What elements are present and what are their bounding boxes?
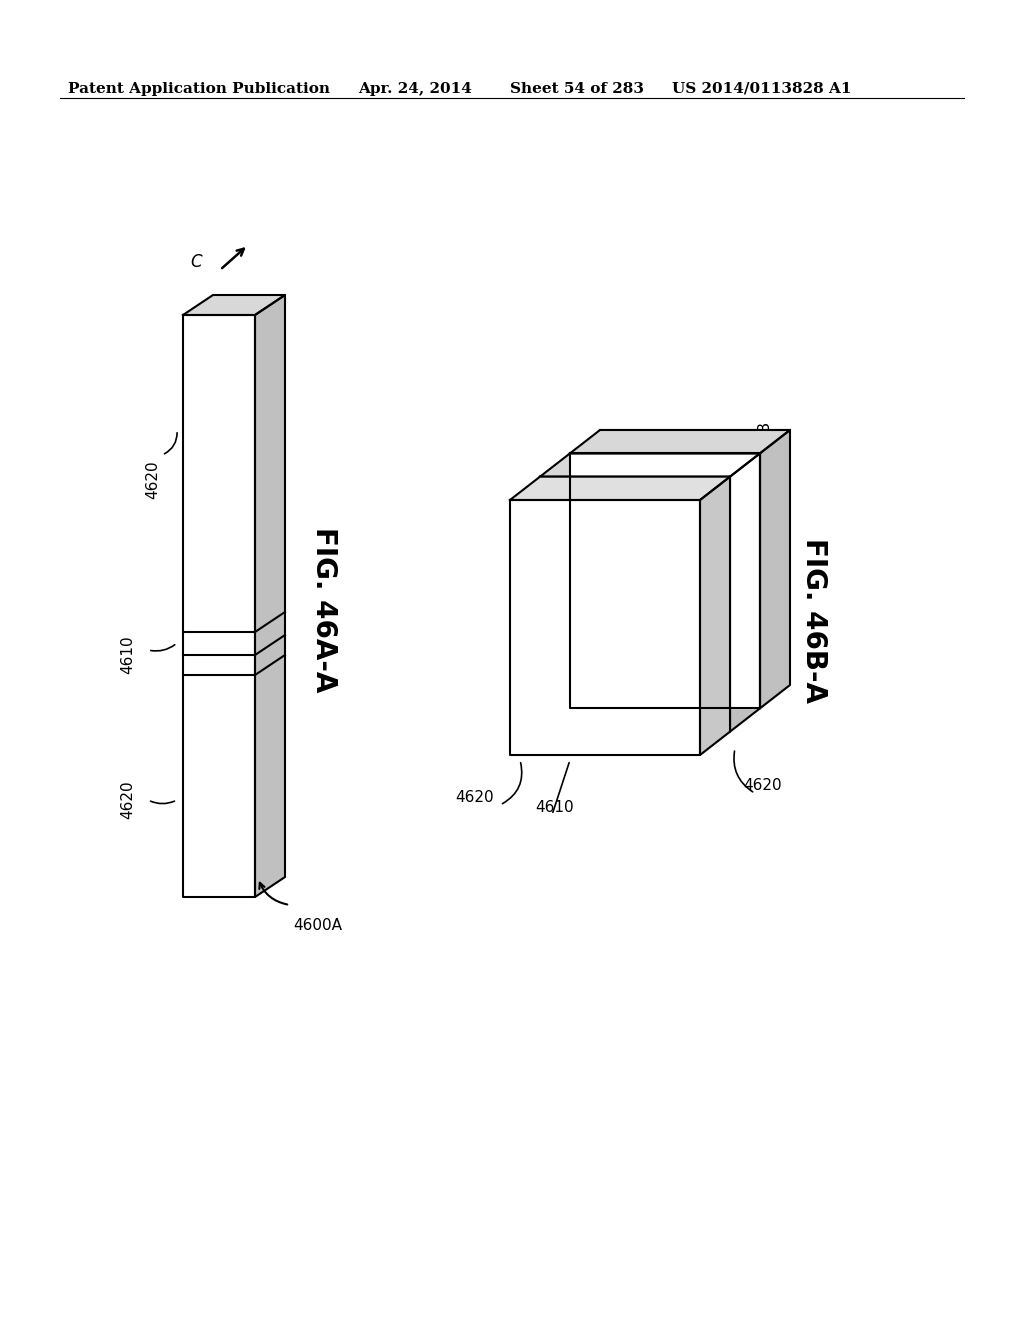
Text: 4620: 4620 xyxy=(121,780,135,820)
Polygon shape xyxy=(183,315,255,898)
Polygon shape xyxy=(570,430,790,453)
Polygon shape xyxy=(183,294,285,315)
Text: Patent Application Publication: Patent Application Publication xyxy=(68,82,330,96)
Polygon shape xyxy=(570,453,760,709)
Text: 4620: 4620 xyxy=(743,779,781,793)
Text: Sheet 54 of 283: Sheet 54 of 283 xyxy=(510,82,644,96)
Text: 4600B: 4600B xyxy=(757,421,772,470)
Text: C: C xyxy=(190,253,202,271)
Polygon shape xyxy=(760,430,790,709)
Polygon shape xyxy=(540,453,760,477)
Text: FIG. 46A-A: FIG. 46A-A xyxy=(310,527,338,693)
Text: 4610: 4610 xyxy=(121,636,135,675)
Polygon shape xyxy=(540,477,730,731)
Text: US 2014/0113828 A1: US 2014/0113828 A1 xyxy=(672,82,852,96)
Polygon shape xyxy=(700,477,730,755)
Text: 4620: 4620 xyxy=(145,461,161,499)
Text: 4610: 4610 xyxy=(535,800,573,814)
Text: C: C xyxy=(546,467,558,484)
Polygon shape xyxy=(730,453,760,731)
Text: 4600A: 4600A xyxy=(293,917,342,933)
Polygon shape xyxy=(255,294,285,898)
Polygon shape xyxy=(510,477,730,500)
Polygon shape xyxy=(510,500,700,755)
Text: 4620: 4620 xyxy=(455,789,494,805)
Text: Apr. 24, 2014: Apr. 24, 2014 xyxy=(358,82,472,96)
Text: FIG. 46B-A: FIG. 46B-A xyxy=(800,537,828,702)
